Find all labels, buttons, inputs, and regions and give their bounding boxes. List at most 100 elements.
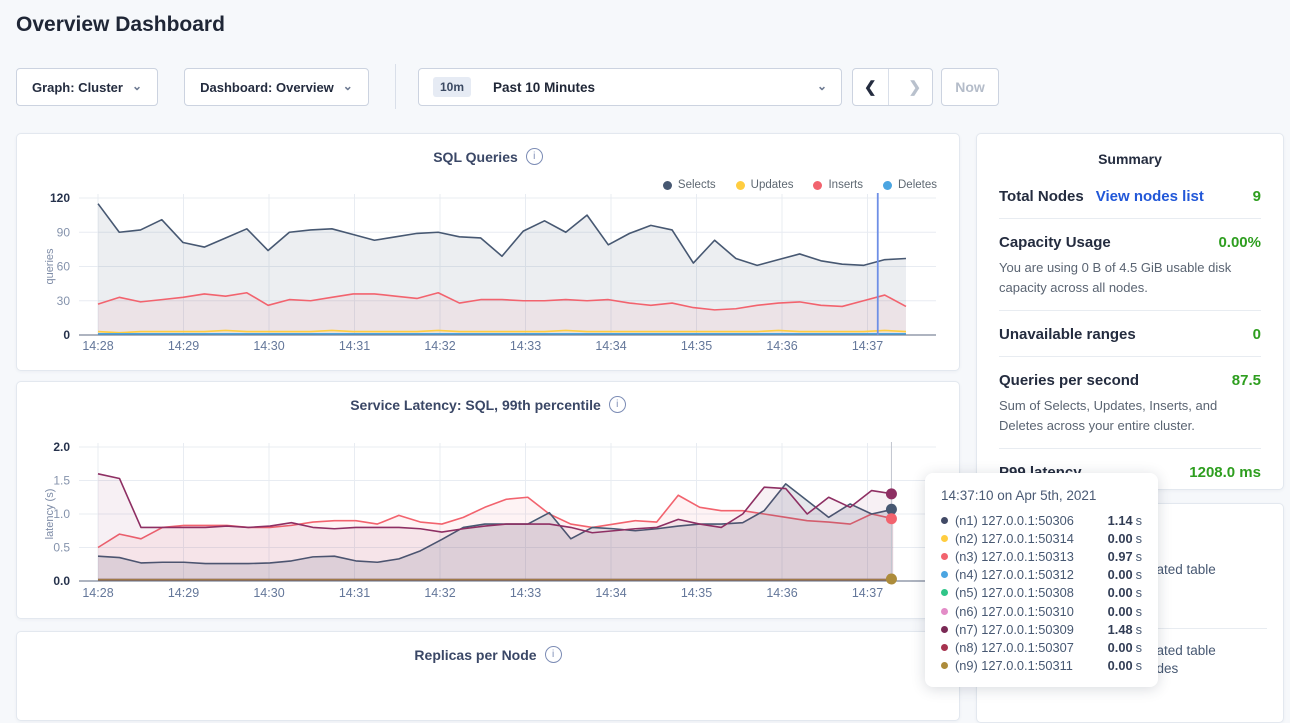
time-range-picker[interactable]: 10m Past 10 Minutes ⌄ [418, 68, 842, 106]
tooltip-row: (n8) 127.0.0.1:50307 0.00 s [941, 638, 1142, 656]
svg-text:14:31: 14:31 [339, 586, 370, 600]
sql-queries-card: SQL Queries i Selects Updates Inserts Delet… [16, 133, 960, 371]
tooltip-timestamp: 14:37:10 on Apr 5th, 2021 [941, 488, 1097, 503]
svg-text:60: 60 [57, 260, 71, 274]
legend-item-inserts[interactable]: Inserts [813, 179, 863, 191]
chart-title: Replicas per Node [414, 646, 537, 663]
legend-item-updates[interactable]: Updates [735, 179, 793, 191]
time-range-badge: 10m [433, 77, 472, 97]
svg-text:30: 30 [57, 294, 71, 308]
summary-value: 0 [1252, 326, 1261, 343]
svg-text:14:32: 14:32 [424, 339, 455, 353]
view-nodes-link[interactable]: View nodes list [1095, 188, 1204, 205]
info-icon[interactable]: i [608, 396, 626, 413]
service-latency-chart[interactable]: 14:28 14:29 14:30 14:31 14:32 14:33 14:34 14:35… [17, 441, 961, 603]
graph-dropdown-label: Graph: Cluster [31, 79, 123, 95]
svg-text:14:30: 14:30 [253, 586, 284, 600]
sql-queries-chart[interactable]: 14:28 14:29 14:30 14:31 14:32 14:33 14:34 14:35… [17, 191, 961, 356]
legend-dot-icon [662, 180, 672, 190]
legend-dot-icon [883, 180, 892, 190]
svg-text:120: 120 [50, 191, 70, 205]
node-color-dot-icon [941, 571, 948, 579]
svg-text:0.5: 0.5 [53, 541, 70, 555]
service-latency-card: Service Latency: SQL, 99th percentile i … [16, 381, 960, 619]
svg-text:0.0: 0.0 [53, 574, 70, 588]
svg-text:14:31: 14:31 [339, 339, 370, 353]
svg-text:14:34: 14:34 [595, 339, 626, 353]
legend-dot-icon [813, 180, 823, 190]
summary-value: 87.5 [1231, 372, 1261, 389]
svg-text:14:28: 14:28 [82, 339, 113, 353]
svg-text:14:37: 14:37 [852, 339, 883, 353]
graph-dropdown[interactable]: Graph: Cluster ⌄ [16, 68, 158, 106]
node-color-dot-icon [941, 607, 948, 615]
svg-text:14:35: 14:35 [681, 586, 712, 600]
svg-text:14:30: 14:30 [253, 339, 284, 353]
tooltip-row: (n6) 127.0.0.1:50310 0.00 s [941, 602, 1142, 620]
event-fragment: eated table [1149, 562, 1216, 577]
toolbar-divider [395, 64, 396, 109]
svg-text:14:34: 14:34 [595, 586, 626, 600]
tooltip-row: (n5) 127.0.0.1:50308 0.00 s [941, 584, 1142, 602]
node-color-dot-icon [941, 643, 948, 651]
node-color-dot-icon [941, 589, 948, 597]
info-icon[interactable]: i [525, 148, 543, 165]
chevron-down-icon: ⌄ [131, 79, 143, 93]
svg-text:14:32: 14:32 [424, 586, 455, 600]
chart-hover-tooltip: 14:37:10 on Apr 5th, 2021 (n1) 127.0.0.1… [925, 473, 1158, 687]
svg-text:0: 0 [63, 328, 70, 342]
summary-value: 1208.0 ms [1189, 464, 1261, 481]
summary-row: Total Nodes View nodes list 9 [999, 173, 1261, 219]
svg-text:14:29: 14:29 [168, 339, 199, 353]
chart-title: SQL Queries [433, 148, 518, 165]
summary-value: 0.00% [1218, 234, 1261, 251]
summary-heading: Summary [1098, 151, 1162, 167]
time-range-nav: ❮ ❯ [852, 68, 933, 106]
now-button[interactable]: Now [941, 68, 999, 106]
legend-dot-icon [735, 180, 745, 190]
tooltip-row: (n1) 127.0.0.1:50306 1.14 s [941, 511, 1142, 529]
node-color-dot-icon [941, 534, 948, 542]
tooltip-row: (n3) 127.0.0.1:50313 0.97 s [941, 547, 1142, 565]
summary-value: 9 [1252, 188, 1261, 205]
chevron-right-icon: ❯ [908, 79, 922, 96]
svg-text:14:28: 14:28 [82, 586, 113, 600]
chart-legend: Selects Updates Inserts Deletes [662, 179, 937, 191]
tooltip-row: (n2) 127.0.0.1:50314 0.00 s [941, 529, 1142, 547]
legend-item-deletes[interactable]: Deletes [883, 179, 937, 191]
page-title: Overview Dashboard [16, 13, 225, 36]
svg-text:14:36: 14:36 [766, 339, 797, 353]
chart-title: Service Latency: SQL, 99th percentile [350, 396, 601, 413]
tooltip-row: (n4) 127.0.0.1:50312 0.00 s [941, 566, 1142, 584]
summary-card: Summary Total Nodes View nodes list 9 Capac… [976, 133, 1284, 490]
svg-text:14:33: 14:33 [510, 586, 541, 600]
summary-row: Unavailable ranges 0 [999, 311, 1261, 357]
chevron-left-icon: ❮ [863, 79, 877, 96]
tooltip-row: (n9) 127.0.0.1:50311 0.00 s [941, 657, 1142, 675]
svg-text:14:36: 14:36 [766, 586, 797, 600]
dashboard-dropdown-label: Dashboard: Overview [200, 79, 334, 95]
replicas-per-node-card: Replicas per Node i [16, 631, 960, 721]
svg-text:90: 90 [57, 225, 71, 239]
summary-row: Capacity Usage 0.00% You are using 0 B of … [999, 219, 1261, 311]
summary-row: Queries per second 87.5 Sum of Selects, Up… [999, 357, 1261, 449]
svg-text:latency (s): latency (s) [44, 489, 56, 540]
prev-range-button[interactable]: ❮ [853, 69, 889, 105]
tooltip-row: (n7) 127.0.0.1:50309 1.48 s [941, 620, 1142, 638]
svg-text:14:29: 14:29 [168, 586, 199, 600]
legend-item-selects[interactable]: Selects [662, 179, 716, 191]
node-color-dot-icon [941, 552, 948, 560]
node-color-dot-icon [941, 625, 948, 633]
svg-text:2.0: 2.0 [53, 441, 70, 454]
time-range-label: Past 10 Minutes [493, 79, 596, 95]
node-color-dot-icon [941, 662, 948, 670]
chevron-down-icon: ⌄ [816, 79, 827, 93]
svg-text:queries: queries [44, 248, 56, 285]
next-range-button[interactable]: ❯ [898, 69, 933, 105]
svg-text:14:33: 14:33 [510, 339, 541, 353]
chevron-down-icon: ⌄ [342, 79, 353, 93]
svg-text:14:37: 14:37 [852, 586, 883, 600]
info-icon[interactable]: i [544, 646, 562, 663]
dashboard-dropdown[interactable]: Dashboard: Overview ⌄ [184, 68, 369, 106]
svg-text:14:35: 14:35 [681, 339, 712, 353]
